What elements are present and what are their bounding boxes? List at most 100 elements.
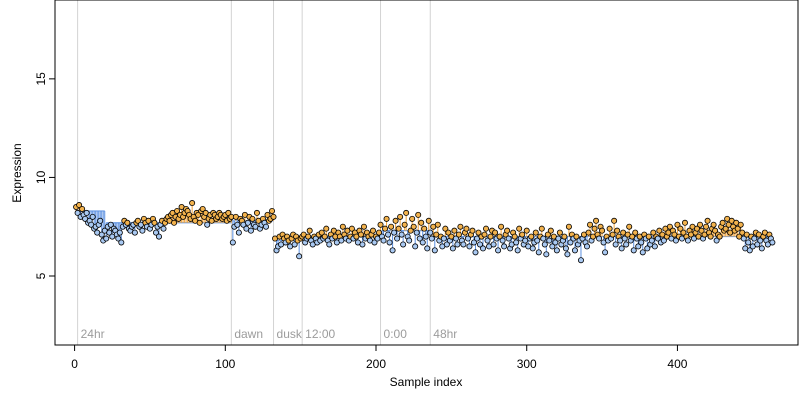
data-point <box>648 237 655 244</box>
data-point <box>74 209 81 216</box>
y-tick-label: 5 <box>34 272 48 279</box>
data-point <box>758 245 765 252</box>
data-point <box>416 235 423 242</box>
data-point <box>544 231 551 238</box>
x-tick-label: 400 <box>667 357 687 371</box>
data-point <box>306 227 313 234</box>
data-point <box>455 231 462 238</box>
data-point <box>505 235 512 242</box>
data-point <box>369 227 376 234</box>
data-point <box>504 227 511 234</box>
data-point <box>463 225 470 232</box>
data-point <box>118 239 125 246</box>
data-point <box>593 217 600 224</box>
data-point <box>296 253 303 260</box>
data-point <box>151 219 158 226</box>
data-point <box>383 215 390 222</box>
data-point <box>565 223 572 230</box>
data-point <box>398 231 405 238</box>
data-point <box>195 211 202 218</box>
data-point <box>445 229 452 236</box>
marker-label: 24hr <box>81 327 105 341</box>
data-point <box>415 211 422 218</box>
data-point <box>229 239 236 246</box>
data-point <box>305 233 312 240</box>
vline-layer <box>77 0 431 345</box>
data-point <box>516 225 523 232</box>
data-point <box>712 227 719 234</box>
data-point <box>380 237 387 244</box>
data-point <box>160 225 167 232</box>
data-point <box>710 221 717 228</box>
data-point <box>562 245 569 252</box>
data-point <box>89 213 96 220</box>
data-point <box>602 249 609 256</box>
data-point <box>419 239 426 246</box>
point-layer <box>73 200 776 264</box>
data-point <box>171 219 178 226</box>
data-point <box>553 247 560 254</box>
data-point <box>139 227 146 234</box>
data-point <box>632 229 639 236</box>
data-point <box>262 223 269 230</box>
data-point <box>454 241 461 248</box>
data-point <box>425 217 432 224</box>
data-point <box>440 235 447 242</box>
data-point <box>757 237 764 244</box>
data-point <box>397 213 404 220</box>
data-point <box>722 225 729 232</box>
marker-label: dusk <box>277 327 303 341</box>
data-point <box>513 239 520 246</box>
data-point <box>449 245 456 252</box>
data-point <box>249 215 256 222</box>
data-point <box>388 223 395 230</box>
data-point <box>371 239 378 246</box>
data-point <box>382 225 389 232</box>
data-point <box>501 243 508 250</box>
data-point <box>431 247 438 254</box>
data-point <box>225 209 232 216</box>
data-point <box>552 239 559 246</box>
data-point <box>452 235 459 242</box>
data-point <box>427 229 434 236</box>
data-point <box>535 249 542 256</box>
data-point <box>651 243 658 250</box>
data-point <box>357 231 364 238</box>
data-point <box>442 225 449 232</box>
data-point <box>599 227 606 234</box>
data-point <box>339 223 346 230</box>
data-point <box>585 229 592 236</box>
data-point <box>83 209 90 216</box>
data-point <box>394 235 401 242</box>
data-point <box>131 229 138 236</box>
data-point <box>204 221 211 228</box>
data-point <box>719 219 726 226</box>
data-point <box>674 221 681 228</box>
data-point <box>541 241 548 248</box>
data-point <box>528 233 535 240</box>
data-point <box>707 233 714 240</box>
data-point <box>644 245 651 252</box>
data-point <box>98 231 105 238</box>
data-point <box>584 243 591 250</box>
data-point <box>538 225 545 232</box>
data-point <box>400 241 407 248</box>
data-point <box>481 231 488 238</box>
data-point <box>196 219 203 226</box>
data-point <box>323 225 330 232</box>
data-point <box>418 219 425 226</box>
data-point <box>519 231 526 238</box>
marker-label: 0:00 <box>384 327 408 341</box>
data-point <box>680 229 687 236</box>
data-point <box>703 223 710 230</box>
data-point <box>614 227 621 234</box>
data-point <box>672 237 679 244</box>
data-point <box>106 229 113 236</box>
data-point <box>571 247 578 254</box>
data-point <box>654 235 661 242</box>
data-point <box>79 205 86 212</box>
data-point <box>270 213 277 220</box>
data-point <box>115 235 122 242</box>
data-point <box>483 225 490 232</box>
marker-label: 12:00 <box>305 327 335 341</box>
